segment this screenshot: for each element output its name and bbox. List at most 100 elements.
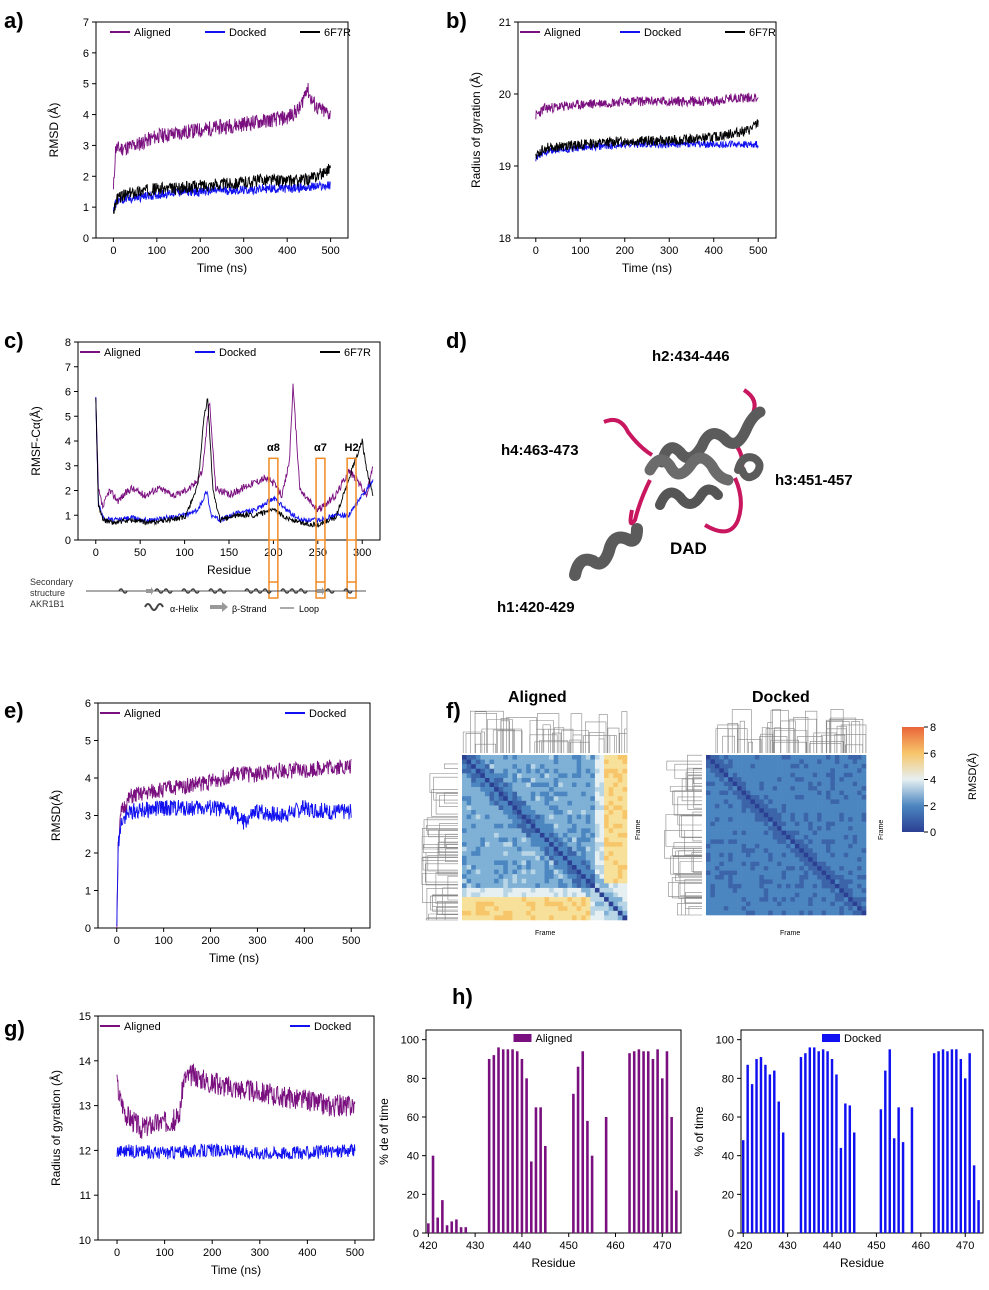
heatmap-cell (714, 910, 720, 916)
heatmap-cell (466, 764, 472, 770)
heatmap-cell (526, 764, 532, 770)
heatmap-cell (475, 819, 481, 825)
heatmap-cell (599, 846, 605, 852)
heatmap-cell (489, 796, 495, 802)
heatmap-cell (839, 772, 845, 778)
heatmap-cell (714, 795, 720, 800)
heatmap-cell (790, 875, 796, 880)
heatmap-cell (562, 810, 568, 815)
bar-453 (888, 1049, 891, 1233)
chart-a-ytick-label: 2 (83, 171, 89, 183)
heatmap-cell (526, 910, 532, 916)
heatmap-cell (594, 796, 600, 802)
heatmap-cell (861, 861, 867, 867)
heatmap-cell (728, 848, 733, 854)
heatmap-cell (852, 857, 858, 862)
heatmap-cell (544, 892, 550, 898)
heatmap-cell (544, 755, 550, 760)
bar-428 (777, 1101, 780, 1233)
heatmap-cell (759, 821, 765, 827)
heatmap-cell (812, 879, 818, 885)
heatmap-cell (812, 803, 818, 809)
heatmap-cell (830, 795, 836, 800)
heatmap-cell (772, 843, 778, 849)
heatmap-cell (475, 768, 481, 774)
heatmap-cell (821, 901, 827, 907)
heatmap-cell (790, 848, 796, 854)
heatmap-cell (786, 870, 791, 876)
heatmap-cell (576, 860, 582, 866)
heatmap-cell (772, 857, 778, 862)
heatmap-cell (719, 799, 725, 805)
heatmap-cell (852, 799, 858, 805)
heatmap-cell (790, 799, 796, 805)
heatmap-cell (750, 892, 756, 898)
heatmap-cell (466, 897, 472, 902)
heatmap-cell (857, 892, 862, 898)
heatmap-cell (741, 901, 747, 907)
heatmap-cell (808, 875, 813, 880)
heatmap-cell (530, 791, 536, 797)
heatmap-cell (498, 901, 504, 907)
heatmap-cell (781, 830, 787, 836)
heatmap-cell (857, 790, 862, 796)
heatmap-cell (585, 855, 591, 861)
bar-439 (826, 1051, 829, 1233)
heatmap-cell (526, 787, 532, 792)
heatmap-cell (728, 861, 733, 867)
chart-a-ytick-label: 7 (83, 17, 89, 29)
heatmap-cell (567, 787, 573, 792)
heatmap-cell (786, 755, 791, 760)
heatmap-cell (821, 821, 827, 827)
chart-g-plot-frame (97, 1015, 375, 1241)
heatmap-cell (484, 823, 490, 829)
heatmap-cell (590, 768, 596, 774)
heatmap-cell (521, 915, 527, 921)
heatmap-cell (754, 906, 760, 911)
heatmap-cell (521, 832, 527, 838)
chart-e-xtick-label: 0 (114, 935, 120, 947)
bar-471 (665, 1051, 669, 1233)
heatmap-cell (834, 817, 840, 822)
bar-443 (844, 1103, 847, 1233)
heatmap-cell (503, 897, 509, 902)
chart-b-xtick-label: 100 (571, 245, 589, 257)
heatmap-cell (821, 790, 827, 796)
legend-label-6f7r: 6F7R (344, 347, 371, 359)
heatmap-cell (462, 892, 467, 898)
heatmap-cell (817, 795, 822, 800)
heatmap-cell (471, 782, 477, 788)
heatmap-cell (728, 763, 733, 769)
heatmap-cell (466, 832, 472, 838)
heatmap-cell (484, 897, 490, 902)
heatmap-cell (754, 812, 760, 818)
heatmap-cell (466, 878, 472, 884)
legend-label-docked: Docked (644, 27, 681, 39)
heatmap-cell (848, 768, 853, 774)
heatmap-cell (604, 819, 609, 825)
heatmap-cell (512, 901, 518, 907)
heatmap-cell (507, 910, 513, 916)
heatmap-cell (826, 795, 831, 800)
heatmap-cell (768, 883, 773, 889)
heatmap-cell (777, 866, 782, 871)
heatmap-cell (754, 839, 760, 845)
ss-strand-mark (146, 587, 154, 595)
heatmap-cell (608, 782, 614, 788)
heatmap-cell (732, 781, 738, 787)
heatmap-cell (567, 800, 573, 806)
heatmap-cell (594, 837, 600, 843)
heatmap-cell (475, 851, 481, 857)
heatmap-cell (622, 819, 628, 825)
heatmap-cell (608, 901, 614, 907)
heatmap-cell (466, 782, 472, 788)
chart-c-xtick-label: 100 (175, 547, 193, 559)
heatmap-cell (803, 892, 809, 898)
heatmap-cell (750, 817, 756, 822)
heatmap-cell (852, 892, 858, 898)
heatmap-cell (768, 817, 773, 822)
heatmap-cell (750, 870, 756, 876)
heatmap-cell (821, 883, 827, 889)
heatmap-cell (843, 848, 849, 854)
heatmap-cell (781, 870, 787, 876)
